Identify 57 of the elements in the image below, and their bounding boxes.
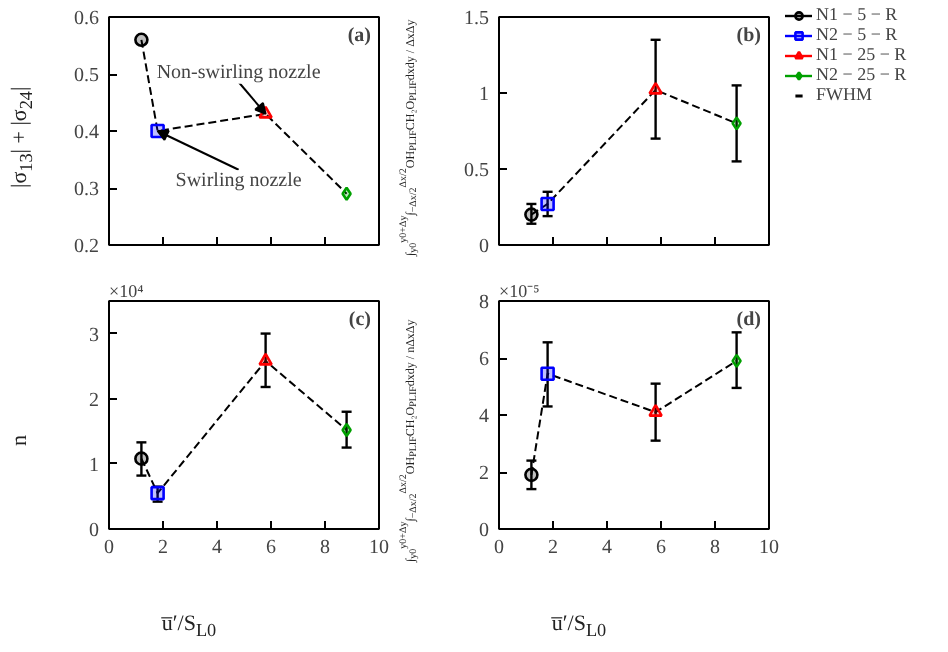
x-tick-label: 8 xyxy=(710,537,720,559)
y-tick-label: 1 xyxy=(479,84,489,106)
x-tick-label: 0 xyxy=(494,537,504,559)
legend-label: N2 − 25 − R xyxy=(816,64,907,84)
y-tick-label: 0.3 xyxy=(74,179,99,201)
point xyxy=(540,366,555,381)
point xyxy=(524,207,539,222)
point xyxy=(134,451,149,466)
point xyxy=(731,116,742,131)
annotation: Non-swirling nozzle xyxy=(156,61,322,84)
y-tick-label: 8 xyxy=(479,292,489,314)
annotation: Swirling nozzle xyxy=(175,170,303,193)
y-tick-label: 0 xyxy=(479,236,489,258)
x-tick-label: 10 xyxy=(369,537,389,559)
text: FWHM xyxy=(816,84,873,104)
point xyxy=(648,403,663,417)
x-tick-label: 6 xyxy=(656,537,666,559)
legend-label: N1 − 25 − R xyxy=(816,44,907,64)
annotation: (c) xyxy=(348,309,372,331)
y-tick-label: 0.6 xyxy=(74,8,99,30)
y-tick-label: 1.5 xyxy=(464,8,489,30)
y-axis-title: n xyxy=(8,434,32,446)
x-tick-label: 2 xyxy=(548,537,558,559)
annotation: (d) xyxy=(736,309,762,331)
y-tick-label: 2 xyxy=(89,389,99,412)
x-tick-label: 6 xyxy=(266,537,276,559)
annotation: (b) xyxy=(736,25,762,47)
point xyxy=(648,81,663,95)
text: ×10⁻⁵ xyxy=(499,281,540,301)
point xyxy=(524,467,539,483)
y-tick-label: 0.2 xyxy=(74,236,99,258)
y-tick-label: 1 xyxy=(89,454,99,477)
x-axis-title: u̅′/S$_{L0}$ xyxy=(161,612,217,641)
y-tick-label: 0 xyxy=(479,520,489,542)
x-tick-label: 0 xyxy=(104,537,114,559)
legend-label: N2 − 5 − R xyxy=(816,24,898,44)
point xyxy=(540,196,555,212)
annotation: ×10⁴ xyxy=(109,281,144,301)
y-tick-label: 0.5 xyxy=(74,65,99,87)
y-tick-label: 0.4 xyxy=(74,122,99,144)
point xyxy=(134,32,149,48)
x-tick-label: 8 xyxy=(320,537,330,559)
y-tick-label: 0 xyxy=(89,520,99,542)
y-tick-label: 0.5 xyxy=(464,160,489,182)
x-axis-title: u̅′/S$_{L0}$ xyxy=(551,612,607,641)
x-tick-label: 4 xyxy=(602,537,612,559)
x-tick-label: 2 xyxy=(158,537,168,559)
point xyxy=(258,352,273,366)
y-tick-label: 6 xyxy=(479,349,489,371)
x-tick-label: 4 xyxy=(212,537,222,559)
annotation: (a) xyxy=(347,25,372,47)
x-tick-label: 10 xyxy=(759,537,779,559)
y-tick-label: 4 xyxy=(479,406,489,428)
y-tick-label: 2 xyxy=(479,463,489,485)
point xyxy=(341,186,352,201)
y-tick-label: 3 xyxy=(89,324,99,347)
legend-label: N1 − 5 − R xyxy=(816,4,898,24)
